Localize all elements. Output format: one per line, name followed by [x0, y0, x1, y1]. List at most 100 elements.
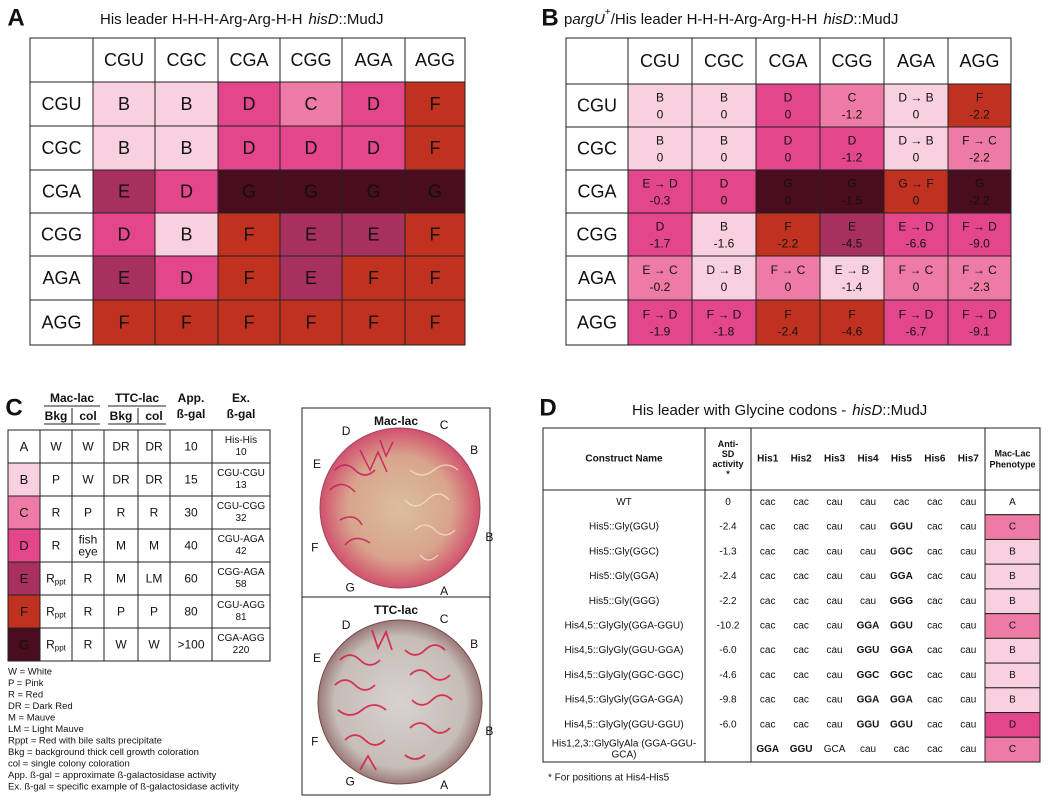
cell-text: R — [84, 605, 93, 619]
table-cell — [39, 429, 73, 464]
cell-text-sub: ppt — [55, 643, 67, 652]
codon: cau — [960, 497, 976, 508]
plate-label: B — [485, 530, 493, 544]
column-header: Bkg — [110, 409, 133, 423]
phenotype: D → B — [898, 134, 933, 148]
phenotype-cell — [217, 125, 281, 171]
anti-sd-value: -1.8 — [714, 325, 735, 339]
cell-text: W — [50, 440, 62, 454]
phenotype-cell — [755, 299, 821, 346]
plate-label: B — [470, 637, 478, 651]
column-header: col — [79, 409, 96, 423]
phenotype: D — [243, 138, 256, 158]
codon: cau — [960, 695, 976, 706]
phenotype-cell — [154, 255, 219, 301]
column-group-header: Mac-lac — [50, 391, 94, 405]
codon: cau — [860, 546, 876, 557]
title-part: /His leader H-H-H-Arg-Arg-H-H — [611, 11, 818, 28]
column-header: His7 — [958, 454, 980, 465]
phenotype: D — [784, 91, 793, 105]
cell-text: P — [117, 605, 125, 619]
mac-lac-streaks-light — [404, 464, 459, 561]
anti-sd-value: -9.1 — [969, 325, 990, 339]
codon: cau — [960, 645, 976, 656]
table-cell — [103, 429, 139, 464]
table-cell — [71, 495, 105, 530]
plate-label: A — [440, 778, 448, 792]
codon: GGU — [857, 719, 880, 730]
codon: cac — [927, 522, 943, 533]
phenotype-cell — [984, 736, 1041, 763]
phenotype-cell — [341, 81, 406, 127]
codon: cac — [760, 719, 776, 730]
column-header: CGG — [290, 50, 331, 70]
cell-text: 10 — [235, 447, 247, 458]
phenotype-cell — [404, 81, 466, 127]
codon: cau — [860, 596, 876, 607]
phenotype: C — [1009, 744, 1016, 755]
phenotype-cell — [883, 83, 949, 128]
column-header-cell — [217, 37, 281, 83]
legend-line: P = Pink — [8, 678, 44, 689]
codon: cac — [793, 497, 809, 508]
phenotype: G — [428, 182, 442, 202]
phenotype-cell — [984, 687, 1041, 714]
table-cell — [137, 528, 171, 563]
column-header-cell — [279, 37, 343, 83]
table-cell — [169, 495, 213, 530]
column-header: Phenotype — [989, 460, 1035, 470]
cell-text: DR — [112, 440, 130, 454]
plate-title: Mac-lac — [374, 414, 418, 428]
phenotype: B — [1009, 596, 1016, 607]
phenotype-cell — [984, 637, 1041, 664]
table-cell — [71, 429, 105, 464]
phenotype: C — [1009, 621, 1016, 632]
codon: GGU — [890, 719, 913, 730]
cell-text: R — [84, 572, 93, 586]
codon: cac — [927, 571, 943, 582]
codon: GGA — [756, 744, 779, 755]
phenotype: D — [180, 268, 193, 288]
phenotype: E — [367, 225, 379, 245]
phenotype: F — [244, 313, 255, 333]
phenotype: G — [847, 177, 856, 191]
phenotype-cell — [819, 299, 885, 346]
cell-text: W — [115, 638, 127, 652]
cell-text: 32 — [235, 513, 247, 524]
table-cell — [137, 462, 171, 497]
column-header: CGC — [167, 50, 207, 70]
column-header-cell — [947, 37, 1012, 85]
anti-sd-value: -1.5 — [842, 194, 863, 208]
phenotype: B — [180, 94, 192, 114]
phenotype-cell — [7, 429, 41, 464]
column-header: Ex. — [232, 391, 250, 405]
cell-text-base: R — [46, 572, 55, 586]
codon: cau — [960, 621, 976, 632]
phenotype: B — [20, 472, 29, 487]
phenotype: A — [20, 439, 29, 454]
codon: cau — [827, 571, 843, 582]
phenotype-cell — [819, 126, 885, 171]
phenotype: B — [656, 134, 664, 148]
anti-sd-value: -6.0 — [719, 645, 737, 656]
phenotype: G — [304, 182, 318, 202]
panel-title: His leader with Glycine codons - hisD::Mu… — [632, 402, 927, 419]
codon: cau — [960, 522, 976, 533]
cell-text: DR — [145, 473, 163, 487]
row-header: AGA — [578, 268, 616, 288]
phenotype-cell — [984, 563, 1041, 590]
row-header-cell — [29, 255, 94, 301]
codon: cac — [927, 645, 943, 656]
column-header: Construct Name — [585, 454, 663, 465]
cell-text: LM — [146, 572, 163, 586]
cell-text: R — [52, 539, 61, 553]
phenotype: B — [118, 138, 130, 158]
construct-name: WT — [616, 497, 632, 508]
cell-text: 10 — [184, 440, 198, 454]
codon: GGU — [890, 522, 913, 533]
codon: cac — [927, 744, 943, 755]
column-header: His1 — [757, 454, 779, 465]
phenotype-cell — [984, 514, 1041, 540]
phenotype: D — [784, 134, 793, 148]
phenotype: B — [1009, 546, 1016, 557]
